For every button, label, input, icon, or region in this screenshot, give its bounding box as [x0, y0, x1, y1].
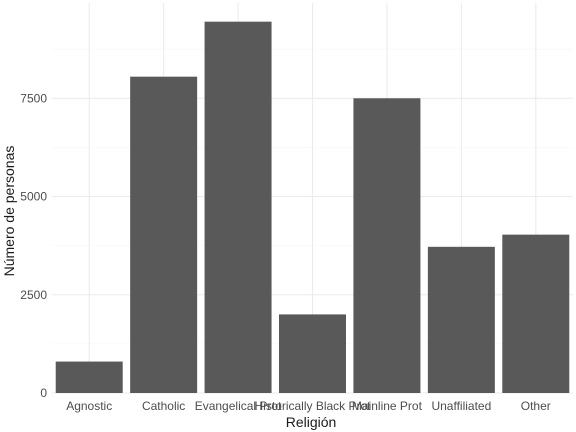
y-tick-label: 0: [40, 386, 47, 400]
y-tick-label: 7500: [20, 91, 47, 105]
bar-catholic: [130, 76, 198, 393]
x-tick-label: Evangelical Prot: [195, 399, 282, 413]
y-axis-tick-labels: 0 2500 5000 7500: [20, 91, 47, 400]
y-axis-title: Número de personas: [1, 146, 17, 277]
bar-agnostic: [55, 361, 123, 393]
x-tick-label: Mainline Prot: [352, 399, 423, 413]
x-tick-label: Unaffiliated: [431, 399, 491, 413]
y-tick-label: 2500: [20, 288, 47, 302]
bar-mainline-prot: [353, 98, 421, 393]
x-tick-label: Other: [521, 399, 551, 413]
x-tick-label: Catholic: [142, 399, 185, 413]
x-axis-title: Religión: [286, 414, 337, 430]
x-axis-tick-labels: Agnostic Catholic Evangelical ProtHistoric…: [66, 399, 551, 413]
bar-historically-black-prot: [279, 314, 346, 393]
x-tick-label: Agnostic: [66, 399, 112, 413]
bars: [55, 21, 570, 394]
bar-unaffiliated: [427, 246, 495, 393]
bar-other: [502, 234, 570, 393]
bar-evangelical-prot: [204, 21, 272, 394]
y-tick-label: 5000: [20, 190, 47, 204]
x-tick-label: Historically Black Prot: [254, 399, 371, 413]
